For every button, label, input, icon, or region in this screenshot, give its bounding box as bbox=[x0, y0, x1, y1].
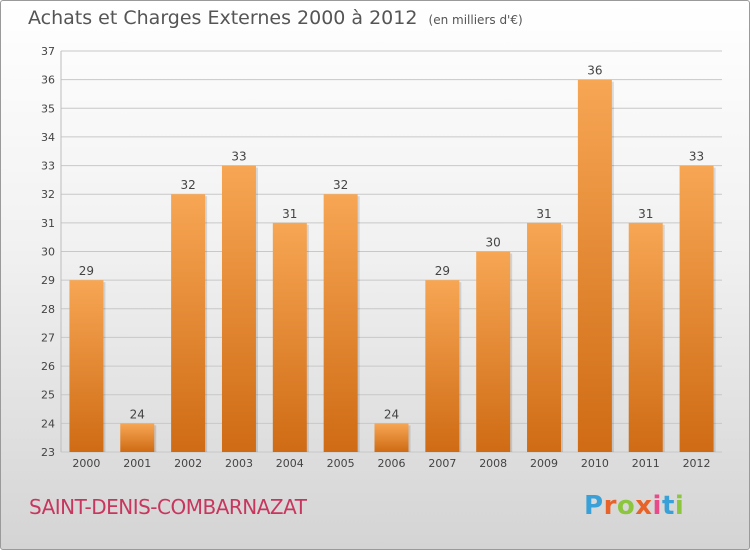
logo-letter: t bbox=[661, 491, 675, 521]
data-label-2010: 36 bbox=[587, 64, 602, 78]
bar-2010 bbox=[577, 79, 612, 453]
x-tick-label-2005: 2005 bbox=[327, 457, 355, 470]
y-tick-label-32: 32 bbox=[41, 188, 55, 201]
y-tick-label-31: 31 bbox=[41, 217, 55, 230]
y-tick-label-26: 26 bbox=[41, 360, 55, 373]
bar-2002 bbox=[171, 194, 206, 452]
bars bbox=[69, 79, 716, 453]
bar-2000 bbox=[69, 280, 104, 452]
data-labels: 29 24 32 33 31 32 24 29 30 31 36 31 33 bbox=[79, 64, 704, 422]
x-tick-label-2003: 2003 bbox=[225, 457, 253, 470]
data-label-2012: 33 bbox=[689, 150, 704, 164]
x-tick-label-2000: 2000 bbox=[72, 457, 100, 470]
data-label-2001: 24 bbox=[130, 407, 145, 421]
data-label-2004: 31 bbox=[282, 207, 297, 221]
y-tick-label-36: 36 bbox=[41, 74, 55, 87]
bar-2006 bbox=[374, 423, 409, 452]
y-tick-label-30: 30 bbox=[41, 246, 55, 259]
data-label-2003: 33 bbox=[231, 150, 246, 164]
y-tick-label-28: 28 bbox=[41, 303, 55, 316]
logo-letter: i bbox=[652, 491, 662, 521]
y-tick-label-27: 27 bbox=[41, 331, 55, 344]
bar-2007 bbox=[425, 280, 460, 452]
x-tick-label-2001: 2001 bbox=[123, 457, 151, 470]
bar-2003 bbox=[221, 165, 256, 453]
bar-2011 bbox=[628, 222, 663, 452]
y-tick-label-29: 29 bbox=[41, 274, 55, 287]
data-label-2000: 29 bbox=[79, 264, 94, 278]
x-tick-label-2010: 2010 bbox=[581, 457, 609, 470]
x-tick-label-2011: 2011 bbox=[632, 457, 660, 470]
x-tick-label-2006: 2006 bbox=[378, 457, 406, 470]
x-axis-ticks: 2000 2001 2002 2003 2004 2005 2006 2007 2008 2009… bbox=[72, 457, 710, 470]
bar-2009 bbox=[527, 222, 562, 452]
bar-2004 bbox=[272, 222, 307, 452]
y-tick-label-24: 24 bbox=[41, 417, 55, 430]
x-tick-label-2007: 2007 bbox=[428, 457, 456, 470]
logo-letter: i bbox=[674, 491, 685, 521]
chart-title: Achats et Charges Externes 2000 à 2012 (… bbox=[28, 7, 523, 29]
data-label-2011: 31 bbox=[638, 207, 653, 221]
y-tick-label-35: 35 bbox=[41, 102, 55, 115]
data-label-2007: 29 bbox=[435, 264, 450, 278]
data-label-2008: 30 bbox=[486, 236, 501, 250]
y-tick-label-23: 23 bbox=[41, 446, 55, 459]
data-label-2005: 32 bbox=[333, 178, 348, 192]
bar-2008 bbox=[476, 251, 511, 452]
y-axis-ticks: 23 24 25 26 27 28 29 30 31 32 33 34 35 36 37 bbox=[41, 45, 55, 459]
logo-letter: r bbox=[603, 491, 617, 521]
x-tick-label-2008: 2008 bbox=[479, 457, 507, 470]
chart-title-main: Achats et Charges Externes 2000 à 2012 bbox=[28, 7, 418, 29]
data-label-2002: 32 bbox=[180, 178, 195, 192]
y-tick-label-37: 37 bbox=[41, 45, 55, 58]
data-label-2006: 24 bbox=[384, 407, 399, 421]
logo-letter: P bbox=[584, 491, 604, 521]
grid-layer bbox=[60, 50, 722, 453]
y-tick-label-34: 34 bbox=[41, 131, 55, 144]
x-tick-label-2002: 2002 bbox=[174, 457, 202, 470]
logo-letter: x bbox=[635, 491, 653, 521]
bar-2012 bbox=[679, 165, 714, 453]
chart-title-unit: (en milliers d'€) bbox=[428, 13, 523, 27]
data-label-2009: 31 bbox=[536, 207, 551, 221]
y-tick-label-33: 33 bbox=[41, 160, 55, 173]
bar-2001 bbox=[120, 423, 155, 452]
proxiti-logo: Proxiti bbox=[584, 491, 684, 521]
x-tick-label-2004: 2004 bbox=[276, 457, 304, 470]
y-tick-label-25: 25 bbox=[41, 389, 55, 402]
logo-letter: o bbox=[616, 491, 636, 521]
bar-2005 bbox=[323, 194, 358, 452]
x-tick-label-2009: 2009 bbox=[530, 457, 558, 470]
location-name: SAINT-DENIS-COMBARNAZAT bbox=[29, 495, 307, 519]
x-tick-label-2012: 2012 bbox=[683, 457, 711, 470]
